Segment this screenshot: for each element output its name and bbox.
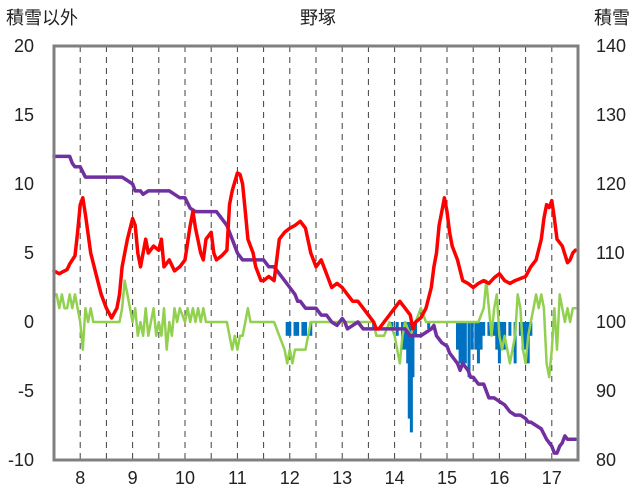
right-tick-label: 130	[596, 105, 626, 125]
precip-bar	[407, 322, 411, 419]
wind-line	[52, 279, 577, 379]
x-tick-label: 15	[437, 468, 457, 488]
x-tick-label: 16	[489, 468, 509, 488]
precip-bar	[296, 322, 300, 336]
x-tick-label: 14	[385, 468, 405, 488]
precip-bar	[479, 322, 483, 350]
precip-bar	[461, 322, 465, 364]
precip-bar	[406, 322, 410, 364]
precip-bar	[470, 322, 474, 350]
precip-bar	[467, 322, 471, 378]
precip-bar	[414, 322, 418, 336]
precip-bar	[411, 322, 415, 378]
precip-bar	[403, 322, 407, 350]
precip-bar	[409, 322, 413, 433]
x-tick-label: 11	[228, 468, 247, 488]
chart-title: 野塚	[300, 8, 336, 28]
precip-bar	[482, 322, 486, 336]
x-tick-label: 8	[75, 468, 85, 488]
left-tick-label: 20	[14, 36, 34, 56]
right-tick-label: 110	[596, 243, 625, 263]
right-tick-label: 90	[596, 381, 616, 401]
right-tick-label: 100	[596, 312, 626, 332]
precip-bar	[508, 322, 512, 336]
precip-bar	[476, 322, 480, 364]
precip-bar	[513, 322, 517, 364]
right-tick-label: 140	[596, 36, 626, 56]
precip-bar	[458, 322, 462, 364]
plot-frame	[52, 44, 580, 462]
left-axis-ticks: 20 15 10 5 0 -5 -10	[8, 36, 34, 470]
x-tick-label: 10	[175, 468, 195, 488]
x-tick-label: 13	[332, 468, 352, 488]
x-tick-label: 17	[542, 468, 562, 488]
grid-lines	[79, 46, 553, 460]
precip-bar	[301, 322, 305, 336]
left-axis-label: 積雪以外	[6, 8, 78, 28]
precip-bars	[285, 322, 533, 433]
precip-bar	[293, 322, 297, 336]
precip-bar	[427, 322, 431, 329]
precip-bar	[455, 322, 459, 350]
left-tick-label: 0	[24, 312, 34, 332]
precip-bar	[518, 322, 522, 336]
left-tick-label: 15	[14, 105, 34, 125]
right-axis-label: 積雪	[594, 8, 630, 28]
precip-bar	[463, 322, 467, 364]
x-tick-label: 9	[128, 468, 138, 488]
precip-bar	[474, 322, 478, 350]
precip-bar	[309, 322, 313, 336]
precip-bar	[304, 322, 308, 336]
precip-bar	[492, 322, 496, 336]
precip-bar	[487, 322, 491, 336]
left-tick-label: -10	[8, 450, 34, 470]
left-tick-label: -5	[18, 381, 34, 401]
x-tick-label: 12	[280, 468, 300, 488]
precip-bar	[529, 322, 533, 336]
left-tick-label: 10	[14, 174, 34, 194]
precip-bar	[500, 322, 504, 350]
snow_depth-line	[52, 154, 578, 455]
precip-bar	[288, 322, 292, 336]
series-lines	[52, 154, 578, 455]
left-tick-label: 5	[24, 243, 34, 263]
right-tick-label: 120	[596, 174, 626, 194]
precip-bar	[495, 322, 499, 350]
precip-bar	[285, 322, 289, 336]
right-tick-label: 80	[596, 450, 616, 470]
right-axis-ticks: 140 130 120 110 100 90 80	[596, 36, 626, 470]
temperature-line	[52, 171, 578, 331]
x-axis-ticks: 8 9 10 11 12 13 14 15 16 17	[75, 468, 562, 488]
precip-bar	[497, 322, 501, 364]
precip-bar	[524, 322, 528, 350]
